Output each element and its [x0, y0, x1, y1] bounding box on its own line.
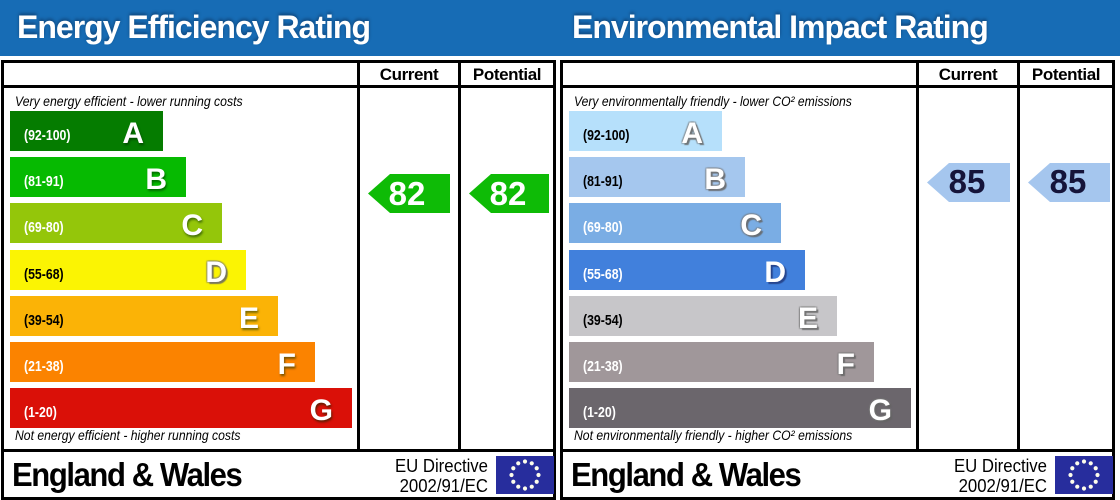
- svg-text:82: 82: [490, 175, 527, 212]
- svg-text:85: 85: [949, 163, 986, 200]
- svg-text:85: 85: [1050, 163, 1087, 200]
- svg-text:82: 82: [389, 175, 426, 212]
